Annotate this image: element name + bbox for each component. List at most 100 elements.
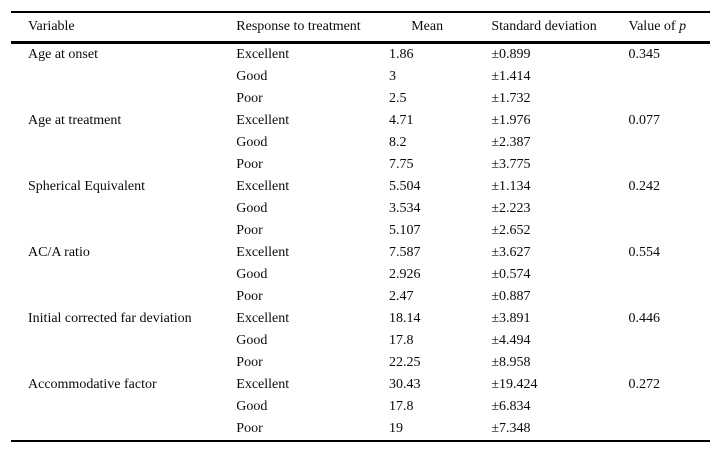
response-cell: Poor bbox=[236, 157, 263, 172]
mean-cell: 19 bbox=[389, 421, 404, 436]
mean-cell: 3.534 bbox=[389, 201, 421, 216]
variable-cell: Age at treatment bbox=[28, 113, 122, 128]
p-value-cell bbox=[629, 88, 710, 110]
p-value-cell bbox=[629, 352, 710, 374]
variable-cell bbox=[11, 88, 236, 110]
table-row: Poor 7.75 ±3.775 bbox=[11, 154, 710, 176]
sd-cell: ±1.134 bbox=[491, 179, 531, 194]
column-header-p: Value of p bbox=[628, 19, 687, 34]
mean-cell: 2.926 bbox=[389, 267, 421, 282]
response-cell: Excellent bbox=[236, 47, 290, 62]
mean-cell: 5.504 bbox=[389, 179, 421, 194]
p-value-cell bbox=[629, 154, 710, 176]
sd-cell: ±2.652 bbox=[491, 223, 531, 238]
table-row: Poor 5.107 ±2.652 bbox=[11, 220, 710, 242]
table-row: AC/A ratio Excellent 7.587 ±3.627 0.554 bbox=[11, 242, 710, 264]
mean-cell: 30.43 bbox=[389, 377, 421, 392]
response-cell: Good bbox=[236, 399, 268, 414]
variable-cell bbox=[11, 352, 236, 374]
p-value-cell bbox=[629, 264, 710, 286]
table-row: Good 17.8 ±4.494 bbox=[11, 330, 710, 352]
p-value-cell: 0.272 bbox=[628, 377, 661, 392]
variable-cell bbox=[11, 220, 236, 242]
table-row: Good 3 ±1.414 bbox=[11, 66, 710, 88]
variable-cell bbox=[11, 330, 236, 352]
variable-cell: Age at onset bbox=[28, 47, 98, 62]
variable-cell bbox=[11, 66, 236, 88]
p-value-cell bbox=[629, 286, 710, 308]
response-cell: Excellent bbox=[236, 311, 290, 326]
sd-cell: ±4.494 bbox=[491, 333, 531, 348]
table-row: Poor 2.47 ±0.887 bbox=[11, 286, 710, 308]
sd-cell: ±19.424 bbox=[491, 377, 538, 392]
p-value-cell: 0.554 bbox=[628, 245, 661, 260]
header-row: Variable Response to treatment Mean Standar… bbox=[11, 12, 710, 43]
p-value-cell: 0.345 bbox=[628, 47, 661, 62]
mean-cell: 2.47 bbox=[389, 289, 414, 304]
sd-cell: ±8.958 bbox=[491, 355, 531, 370]
sd-cell: ±2.223 bbox=[491, 201, 531, 216]
variable-cell: Accommodative factor bbox=[28, 377, 157, 392]
response-cell: Poor bbox=[236, 289, 263, 304]
variable-cell bbox=[11, 286, 236, 308]
response-cell: Poor bbox=[236, 91, 263, 106]
p-value-cell: 0.242 bbox=[628, 179, 661, 194]
mean-cell: 7.75 bbox=[389, 157, 414, 172]
sd-cell: ±1.414 bbox=[491, 69, 531, 84]
response-cell: Excellent bbox=[236, 245, 290, 260]
variable-cell: Spherical Equivalent bbox=[28, 179, 146, 194]
sd-cell: ±6.834 bbox=[491, 399, 531, 414]
sd-cell: ±3.891 bbox=[491, 311, 531, 326]
p-value-cell bbox=[629, 132, 710, 154]
mean-cell: 4.71 bbox=[389, 113, 414, 128]
sd-cell: ±3.775 bbox=[491, 157, 531, 172]
column-header-response: Response to treatment bbox=[236, 19, 361, 34]
p-value-cell bbox=[629, 418, 710, 441]
table-row: Poor 2.5 ±1.732 bbox=[11, 88, 710, 110]
table-row: Good 17.8 ±6.834 bbox=[11, 396, 710, 418]
table-row: Spherical Equivalent Excellent 5.504 ±1.134… bbox=[11, 176, 710, 198]
mean-cell: 2.5 bbox=[389, 91, 407, 106]
mean-cell: 17.8 bbox=[389, 333, 414, 348]
response-cell: Good bbox=[236, 201, 268, 216]
response-cell: Good bbox=[236, 333, 268, 348]
variable-cell bbox=[11, 396, 236, 418]
response-cell: Excellent bbox=[236, 113, 290, 128]
table-row: Poor 19 ±7.348 bbox=[11, 418, 710, 441]
p-value-cell: 0.446 bbox=[628, 311, 661, 326]
response-cell: Good bbox=[236, 135, 268, 150]
response-cell: Excellent bbox=[236, 377, 290, 392]
statistics-table: Variable Response to treatment Mean Standar… bbox=[11, 11, 710, 442]
response-cell: Good bbox=[236, 69, 268, 84]
mean-cell: 17.8 bbox=[389, 399, 414, 414]
variable-cell bbox=[11, 132, 236, 154]
sd-cell: ±0.887 bbox=[491, 289, 531, 304]
table-row: Good 3.534 ±2.223 bbox=[11, 198, 710, 220]
table-body: Age at onset Excellent 1.86 ±0.899 0.345 Good… bbox=[11, 43, 710, 442]
p-value-cell bbox=[629, 330, 710, 352]
variable-cell bbox=[11, 154, 236, 176]
mean-cell: 3 bbox=[389, 69, 397, 84]
p-value-cell bbox=[629, 66, 710, 88]
column-header-mean: Mean bbox=[411, 19, 444, 34]
variable-cell bbox=[11, 264, 236, 286]
response-cell: Excellent bbox=[236, 179, 290, 194]
sd-cell: ±1.976 bbox=[491, 113, 531, 128]
mean-cell: 1.86 bbox=[389, 47, 414, 62]
variable-cell: AC/A ratio bbox=[28, 245, 90, 260]
column-header-sd: Standard deviation bbox=[491, 19, 597, 34]
table-row: Age at onset Excellent 1.86 ±0.899 0.345 bbox=[11, 43, 710, 67]
sd-cell: ±0.574 bbox=[491, 267, 531, 282]
mean-cell: 18.14 bbox=[389, 311, 421, 326]
response-cell: Poor bbox=[236, 355, 263, 370]
sd-cell: ±1.732 bbox=[491, 91, 531, 106]
sd-cell: ±7.348 bbox=[491, 421, 531, 436]
table-row: Good 8.2 ±2.387 bbox=[11, 132, 710, 154]
p-value-cell bbox=[629, 396, 710, 418]
p-value-cell bbox=[629, 198, 710, 220]
table-row: Poor 22.25 ±8.958 bbox=[11, 352, 710, 374]
response-cell: Poor bbox=[236, 223, 263, 238]
response-cell: Good bbox=[236, 267, 268, 282]
sd-cell: ±3.627 bbox=[491, 245, 531, 260]
